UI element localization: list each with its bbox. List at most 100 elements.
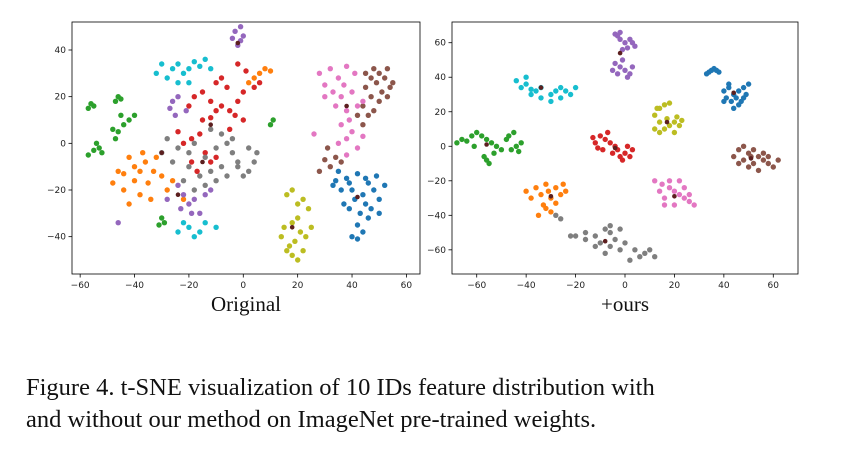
scatter-point [681, 185, 687, 191]
scatter-point [169, 66, 176, 72]
scatter-point [373, 173, 380, 179]
scatter-point [270, 117, 276, 123]
scatter-point [208, 122, 213, 127]
scatter-point [671, 119, 678, 125]
scatter-point [624, 143, 631, 149]
scatter-point [180, 70, 187, 77]
scatter-point [281, 224, 287, 230]
series-0 [330, 168, 388, 242]
scatter-point [180, 192, 187, 198]
scatter-point [169, 178, 176, 184]
x-tick-label: −20 [179, 281, 198, 291]
scatter-point [246, 168, 252, 174]
scatter-point [224, 140, 230, 146]
scatter-point [602, 136, 608, 143]
scatter-point [491, 150, 497, 156]
scatter-point [335, 168, 342, 174]
scatter-point [169, 98, 176, 105]
series-3 [175, 61, 263, 174]
scatter-point [600, 147, 606, 153]
scatter-point [384, 94, 391, 100]
scatter-point [240, 89, 246, 95]
scatter-point [175, 192, 181, 197]
y-tick-label: 60 [435, 39, 447, 49]
y-tick-label: −40 [47, 233, 66, 243]
scatter-point [254, 150, 260, 156]
scatter-point [240, 117, 246, 123]
scatter-point [676, 191, 683, 198]
scatter-point [652, 254, 658, 260]
scatter-point [186, 66, 192, 72]
scatter-point [607, 243, 613, 250]
scatter-point [349, 187, 355, 193]
scatter-point [85, 105, 92, 112]
scatter-point [175, 61, 181, 67]
scatter-point [362, 70, 369, 77]
scatter-point [224, 173, 230, 179]
scatter-point [335, 75, 342, 81]
scatter-point [595, 145, 601, 151]
scatter-point [208, 115, 214, 121]
scatter-point [199, 117, 206, 123]
x-tick-label: −40 [125, 281, 144, 291]
scatter-point [289, 225, 295, 230]
scatter-point [343, 175, 350, 181]
scatter-point [671, 188, 678, 194]
scatter-point [563, 188, 569, 194]
x-tick-label: −60 [71, 281, 90, 291]
scatter-point [498, 147, 505, 153]
scatter-point [558, 216, 564, 222]
x-tick-label: 60 [768, 281, 780, 291]
scatter-point [218, 103, 225, 109]
scatter-point [333, 154, 339, 160]
scatter-point [235, 98, 241, 105]
series-8 [652, 100, 685, 136]
scatter-point [368, 206, 374, 212]
scatter-point [760, 157, 767, 163]
x-tick-label: 20 [669, 281, 681, 291]
scatter-point [262, 66, 268, 72]
scatter-point [368, 75, 374, 81]
scatter-point [188, 210, 195, 216]
scatter-point [666, 100, 673, 106]
scatter-point [218, 164, 225, 170]
scatter-point [121, 187, 127, 193]
scatter-point [137, 192, 143, 198]
scatter-point [506, 133, 512, 139]
scatter-point [597, 133, 603, 139]
scatter-point [346, 206, 352, 212]
scatter-point [289, 252, 295, 258]
scatter-point [235, 164, 241, 170]
scatter-point [284, 192, 290, 198]
scatter-point [619, 157, 626, 163]
scatter-point [289, 220, 295, 226]
scatter-point [112, 98, 119, 105]
series-5 [316, 66, 396, 174]
scatter-point [617, 64, 623, 70]
scatter-point [617, 36, 623, 42]
scatter-point [548, 194, 554, 199]
scatter-point [191, 59, 197, 65]
plot-frame [71, 21, 421, 275]
scatter-point [286, 243, 293, 249]
scatter-point [333, 178, 339, 184]
series-2 [454, 129, 524, 167]
scatter-point [553, 185, 559, 191]
y-tick-label: 40 [435, 73, 447, 83]
scatter-point [533, 88, 539, 94]
scatter-point [349, 89, 355, 95]
scatter-point [341, 201, 347, 207]
plot-subtitle: Original [211, 292, 281, 316]
scatter-point [674, 114, 680, 120]
scatter-point [484, 142, 489, 147]
scatter-point [191, 196, 197, 202]
scatter-point [775, 157, 781, 163]
scatter-point [488, 140, 495, 146]
series-10 [484, 50, 754, 244]
x-tick-label: 0 [240, 281, 246, 291]
scatter-point [459, 136, 465, 143]
scatter-point [300, 248, 306, 254]
scatter-point [654, 105, 660, 112]
scatter-point [224, 84, 230, 91]
